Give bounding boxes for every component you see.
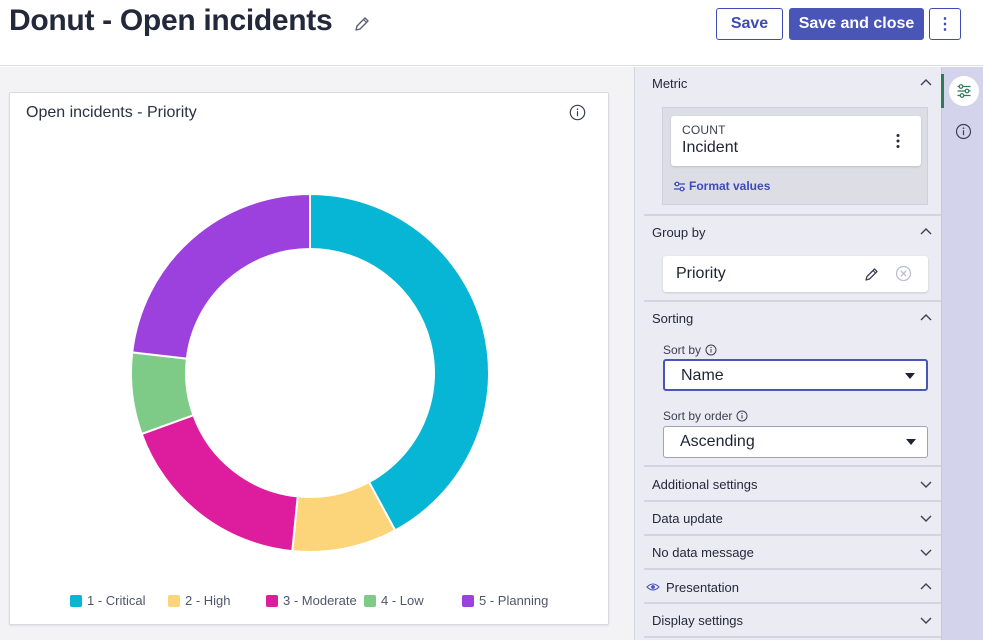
donut-slice-1[interactable]	[309, 192, 490, 532]
chevron-down-icon	[920, 617, 932, 624]
chart-legend: 1 - Critical 2 - High 3 - Moderate 4 - Low 5…	[10, 593, 610, 613]
info-icon[interactable]	[569, 104, 586, 121]
chart-title: Open incidents - Priority	[26, 104, 197, 121]
legend-swatch	[266, 594, 278, 607]
sort-order-select[interactable]: Ascending	[663, 426, 928, 458]
legend-swatch	[70, 594, 82, 607]
donut-chart	[130, 192, 490, 553]
section-groupby-label: Group by	[652, 224, 706, 240]
sliders-icon	[957, 84, 971, 98]
groupby-field-card[interactable]: Priority	[663, 256, 928, 292]
eye-icon	[646, 583, 660, 591]
divider	[644, 300, 941, 302]
sort-order-label: Sort by order	[663, 409, 733, 423]
legend-swatch	[168, 594, 180, 607]
rail-active-indicator	[941, 74, 944, 108]
legend-item[interactable]: 2 - High	[168, 593, 231, 608]
save-and-close-button[interactable]: Save and close	[789, 8, 924, 40]
divider	[644, 602, 941, 604]
chevron-up-icon	[920, 79, 932, 86]
info-icon[interactable]	[705, 344, 717, 356]
section-metric-header[interactable]: Metric	[644, 67, 941, 99]
metric-card[interactable]: COUNT Incident	[671, 116, 921, 166]
metric-table: Incident	[682, 139, 739, 156]
section-display-label: Display settings	[652, 612, 744, 628]
legend-item[interactable]: 4 - Low	[364, 593, 424, 608]
caret-down-icon	[906, 439, 916, 445]
divider	[644, 214, 941, 216]
sort-order-label-row: Sort by order	[663, 409, 748, 423]
legend-label: 2 - High	[185, 593, 231, 608]
chevron-up-icon	[920, 228, 932, 235]
format-values-link[interactable]: Format values	[673, 179, 770, 193]
legend-swatch	[364, 594, 376, 607]
legend-swatch	[462, 594, 474, 607]
side-rail	[941, 67, 983, 640]
section-data-update[interactable]: Data update	[644, 502, 941, 534]
kebab-menu-icon[interactable]	[896, 133, 900, 149]
section-sorting-header[interactable]: Sorting	[644, 302, 941, 334]
legend-item[interactable]: 5 - Planning	[462, 593, 548, 608]
config-tab-button[interactable]	[949, 76, 979, 106]
metric-aggregate: COUNT	[682, 123, 726, 137]
section-additional-settings[interactable]: Additional settings	[644, 468, 941, 500]
info-icon[interactable]	[955, 123, 972, 140]
divider	[644, 568, 941, 570]
legend-label: 5 - Planning	[479, 593, 549, 608]
save-button[interactable]: Save	[716, 8, 783, 40]
chevron-down-icon	[920, 549, 932, 556]
sort-by-select[interactable]: Name	[663, 359, 928, 391]
metric-container: COUNT Incident Format values	[662, 107, 928, 205]
chevron-up-icon	[920, 314, 932, 321]
section-metric-label: Metric	[652, 75, 688, 91]
donut-slice-5[interactable]	[131, 192, 311, 360]
divider	[644, 636, 941, 638]
sort-order-value: Ascending	[680, 433, 755, 450]
chart-card: Open incidents - Priority 1 - Critical 2 …	[9, 92, 609, 625]
format-values-label: Format values	[689, 179, 771, 193]
sort-by-value: Name	[681, 367, 724, 384]
sort-by-label: Sort by	[663, 343, 702, 357]
legend-label: 4 - Low	[381, 593, 424, 608]
section-display-settings[interactable]: Display settings	[644, 604, 941, 636]
legend-label: 3 - Moderate	[283, 593, 357, 608]
legend-item[interactable]: 1 - Critical	[70, 593, 146, 608]
section-data-update-label: Data update	[652, 510, 723, 526]
section-groupby-header[interactable]: Group by	[644, 216, 941, 248]
more-options-button[interactable]: ⋮	[929, 8, 961, 40]
divider	[644, 500, 941, 502]
remove-icon[interactable]	[895, 265, 912, 282]
sort-by-label-row: Sort by	[663, 343, 717, 357]
visualization-canvas: Open incidents - Priority 1 - Critical 2 …	[0, 67, 634, 640]
config-panel: Metric COUNT Incident Format values Grou…	[634, 67, 941, 640]
chevron-up-icon	[920, 583, 932, 590]
caret-down-icon	[905, 373, 915, 379]
section-no-data-label: No data message	[652, 544, 754, 560]
page-title: Donut - Open incidents	[9, 4, 333, 37]
divider	[644, 465, 941, 467]
section-sorting-label: Sorting	[652, 310, 694, 326]
edit-title-icon[interactable]	[352, 14, 372, 34]
donut-slice-3[interactable]	[140, 413, 299, 553]
edit-icon[interactable]	[864, 266, 880, 282]
chevron-down-icon	[920, 515, 932, 522]
info-icon[interactable]	[736, 410, 748, 422]
sliders-icon	[674, 181, 685, 191]
section-no-data-message[interactable]: No data message	[644, 536, 941, 568]
section-presentation-title: Presentation	[646, 579, 739, 595]
divider	[644, 534, 941, 536]
section-presentation[interactable]: Presentation	[644, 571, 941, 603]
page-header: Donut - Open incidents Save Save and clo…	[0, 0, 983, 66]
groupby-field: Priority	[676, 265, 726, 282]
section-additional-label: Additional settings	[652, 476, 758, 492]
chevron-down-icon	[920, 481, 932, 488]
legend-label: 1 - Critical	[87, 593, 146, 608]
section-presentation-label: Presentation	[666, 579, 739, 595]
legend-item[interactable]: 3 - Moderate	[266, 593, 357, 608]
